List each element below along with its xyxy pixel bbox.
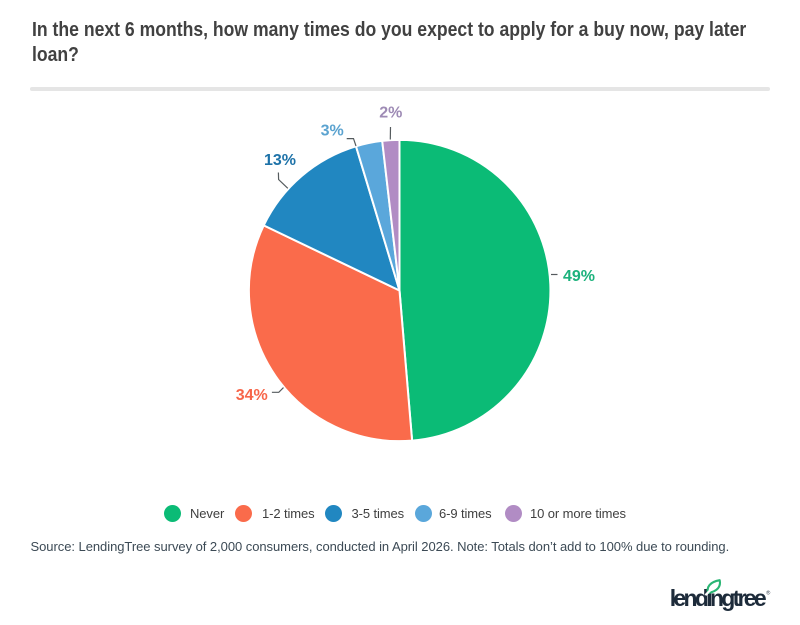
svg-text:3%: 3% <box>321 123 344 140</box>
svg-text:34%: 34% <box>236 387 268 404</box>
svg-text:®: ® <box>766 590 770 597</box>
svg-text:49%: 49% <box>563 268 595 285</box>
svg-text:2%: 2% <box>379 104 402 121</box>
svg-text:13%: 13% <box>264 152 296 169</box>
